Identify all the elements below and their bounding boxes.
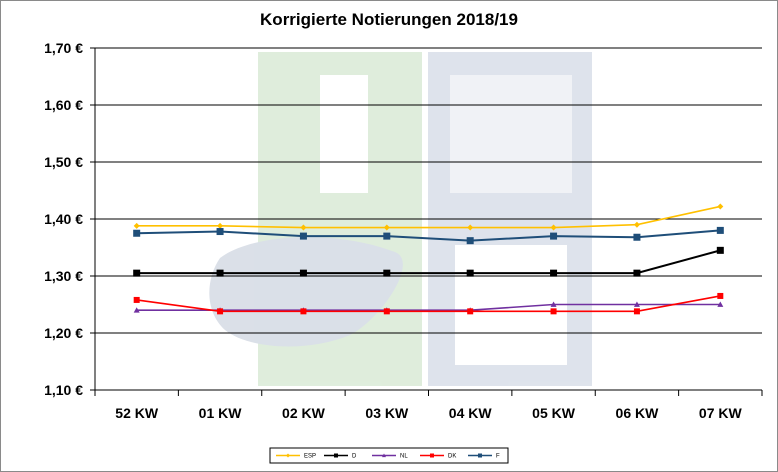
series-d: [133, 246, 724, 277]
data-point-d: [133, 269, 141, 277]
series-line-d: [136, 249, 721, 275]
data-point-f: [299, 232, 307, 240]
data-point-esp: [633, 221, 640, 228]
data-point-dk: [550, 308, 557, 315]
series-line-dk: [136, 295, 721, 313]
data-point-dk: [717, 292, 724, 299]
series-lines: [133, 203, 724, 315]
isn-watermark-logo: [209, 52, 592, 386]
data-point-f: [466, 237, 474, 245]
legend-label-nl: NL: [400, 454, 408, 460]
data-point-d: [216, 269, 224, 277]
y-tick-label: 1,70 €: [44, 40, 83, 56]
data-point-f: [216, 228, 224, 236]
series-esp: [133, 203, 724, 231]
series-f: [133, 226, 724, 245]
data-point-d: [716, 246, 724, 254]
data-point-esp: [467, 224, 474, 231]
chart-title: Korrigierte Notierungen 2018/19: [260, 10, 518, 29]
y-tick-label: 1,40 €: [44, 211, 83, 227]
legend-marker-dk: [430, 453, 434, 458]
data-point-dk: [300, 308, 307, 315]
data-point-esp: [383, 224, 390, 231]
y-tick-label: 1,60 €: [44, 97, 83, 113]
data-point-esp: [133, 222, 140, 229]
y-tick-label: 1,10 €: [44, 382, 83, 398]
data-point-nl: [133, 307, 140, 313]
legend: ESP D NL DK F: [269, 447, 509, 464]
y-tick-label: 1,30 €: [44, 268, 83, 284]
data-point-dk: [383, 308, 390, 315]
data-point-nl: [550, 301, 557, 307]
data-point-esp: [217, 222, 224, 229]
legend-label-f: F: [496, 454, 500, 460]
x-tick-label: 52 KW: [115, 405, 159, 421]
legend-marker-esp: [286, 453, 290, 458]
y-tick-label: 1,50 €: [44, 154, 83, 170]
data-point-d: [633, 269, 641, 277]
data-point-d: [466, 269, 474, 277]
series-dk: [133, 292, 724, 315]
x-axis-ticks: 52 KW 01 KW 02 KW 03 KW 04 KW 05 KW 06 KW 07 KW: [94, 390, 763, 421]
legend-marker-f: [478, 453, 482, 458]
data-point-dk: [467, 308, 474, 315]
data-point-dk: [217, 308, 224, 315]
data-point-esp: [550, 224, 557, 231]
x-tick-label: 03 KW: [365, 405, 409, 421]
data-point-dk: [633, 308, 640, 315]
series-line-esp: [136, 205, 721, 229]
x-tick-label: 07 KW: [699, 405, 743, 421]
x-tick-label: 05 KW: [532, 405, 576, 421]
data-point-f: [133, 229, 141, 237]
data-point-nl: [717, 301, 724, 307]
data-point-d: [550, 269, 558, 277]
data-point-f: [633, 233, 641, 241]
data-point-esp: [717, 203, 724, 210]
legend-label-dk: DK: [448, 454, 456, 460]
y-axis-ticks: 1,10 € 1,20 € 1,30 € 1,40 € 1,50 € 1,60 € 1,70…: [44, 40, 83, 398]
x-tick-label: 04 KW: [449, 405, 493, 421]
data-point-f: [716, 226, 724, 234]
legend-label-esp: ESP: [304, 454, 316, 460]
data-point-nl: [633, 301, 640, 307]
data-point-esp: [300, 224, 307, 231]
series-line-f: [136, 229, 721, 242]
legend-marker-nl: [382, 453, 386, 458]
data-point-dk: [133, 296, 140, 303]
y-tick-label: 1,20 €: [44, 325, 83, 341]
x-tick-label: 01 KW: [199, 405, 243, 421]
legend-marker-d: [334, 453, 338, 458]
legend-label-d: D: [352, 454, 357, 460]
data-point-d: [299, 269, 307, 277]
x-tick-label: 02 KW: [282, 405, 326, 421]
series-line-nl: [136, 303, 721, 312]
data-point-f: [383, 232, 391, 240]
x-tick-label: 06 KW: [616, 405, 660, 421]
data-point-f: [550, 232, 558, 240]
data-point-d: [383, 269, 391, 277]
